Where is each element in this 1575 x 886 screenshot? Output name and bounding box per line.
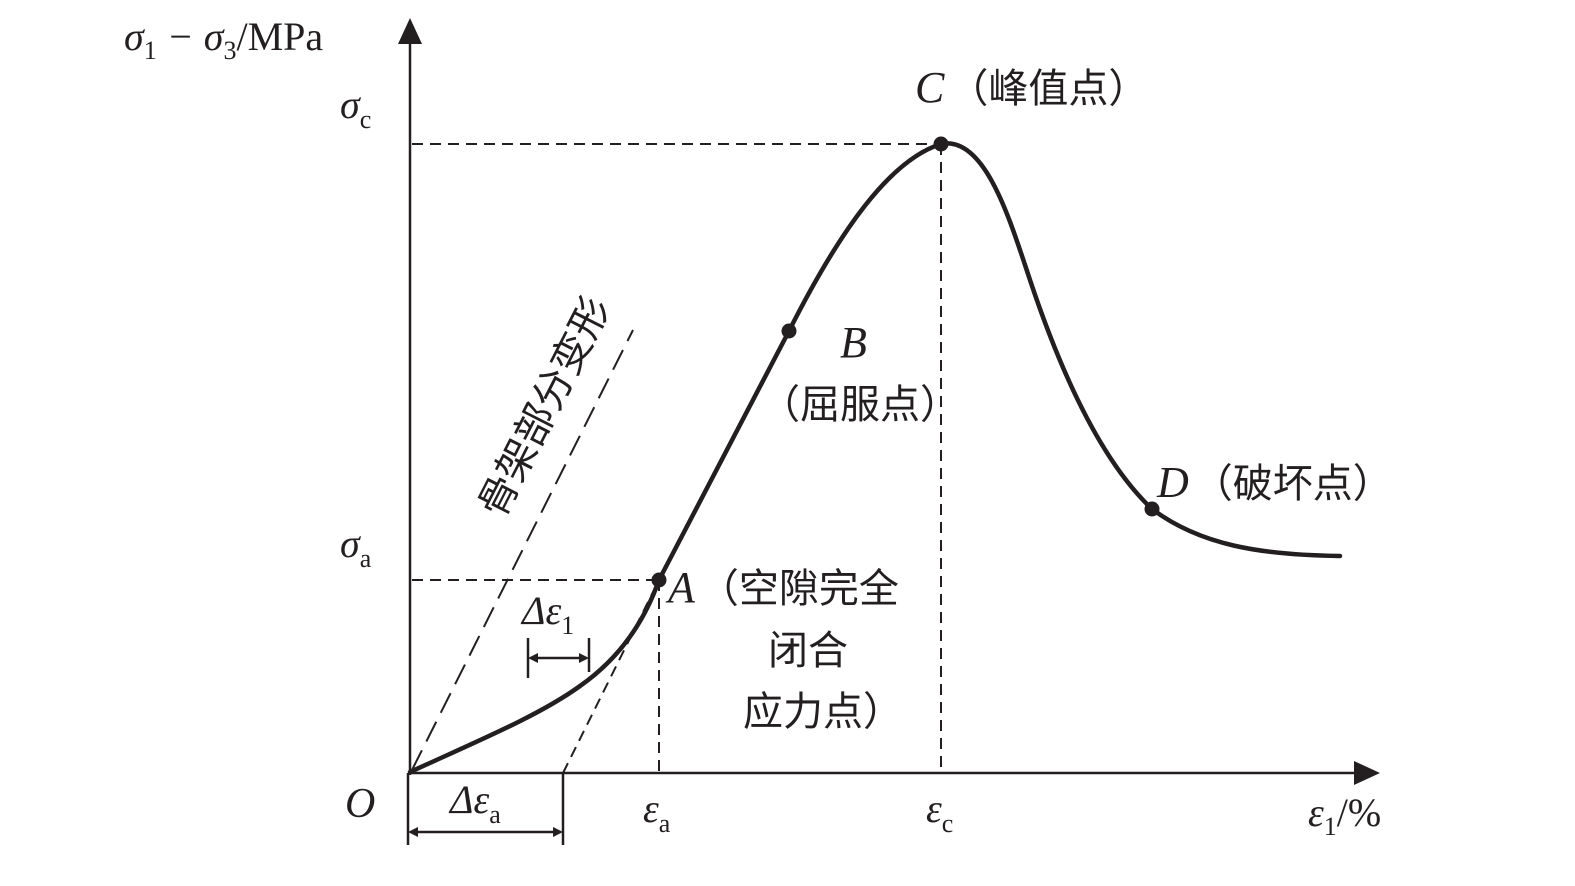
point-b-letter: B [840,318,867,367]
point-a-label: A （空隙完全 [665,563,899,612]
delta-epsilon-a-label: Δεa [448,777,501,829]
guide-lines [412,143,942,774]
skeleton-deformation-label: 骨架部分变形 [470,290,620,525]
point-a-desc-3: 应力点） [743,689,903,735]
delta-epsilon-1-dimension [526,638,591,678]
point-c-label: C （峰值点） [915,63,1148,112]
point-b-desc: （屈服点） [760,382,960,428]
point-d-label: D （破坏点） [1156,458,1393,507]
x-tick-epsilon-a: εa [643,786,671,838]
point-d-marker [1144,501,1160,517]
delta-epsilon-a-dimension [406,773,565,845]
point-c-marker [933,136,949,152]
x-tick-epsilon-c: εc [926,786,953,838]
axes [398,18,1380,785]
skeleton-deformation-line [411,329,634,771]
point-b-marker [781,323,797,339]
x-axis-arrow [1354,761,1380,785]
delta-epsilon-1-label: Δε1 [520,588,574,640]
point-a-desc-2: 闭合 [768,628,848,674]
y-tick-sigma-a: σa [340,521,372,573]
y-axis-arrow [398,18,422,44]
point-a-marker [651,572,667,588]
key-points [651,136,1160,588]
stress-strain-curve [407,141,1343,775]
y-tick-sigma-c: σc [340,82,371,134]
origin-label: O [345,781,375,827]
x-axis-label: ε1/% [1308,790,1381,841]
y-axis-label: σ1 − σ3/MPa [124,14,323,65]
